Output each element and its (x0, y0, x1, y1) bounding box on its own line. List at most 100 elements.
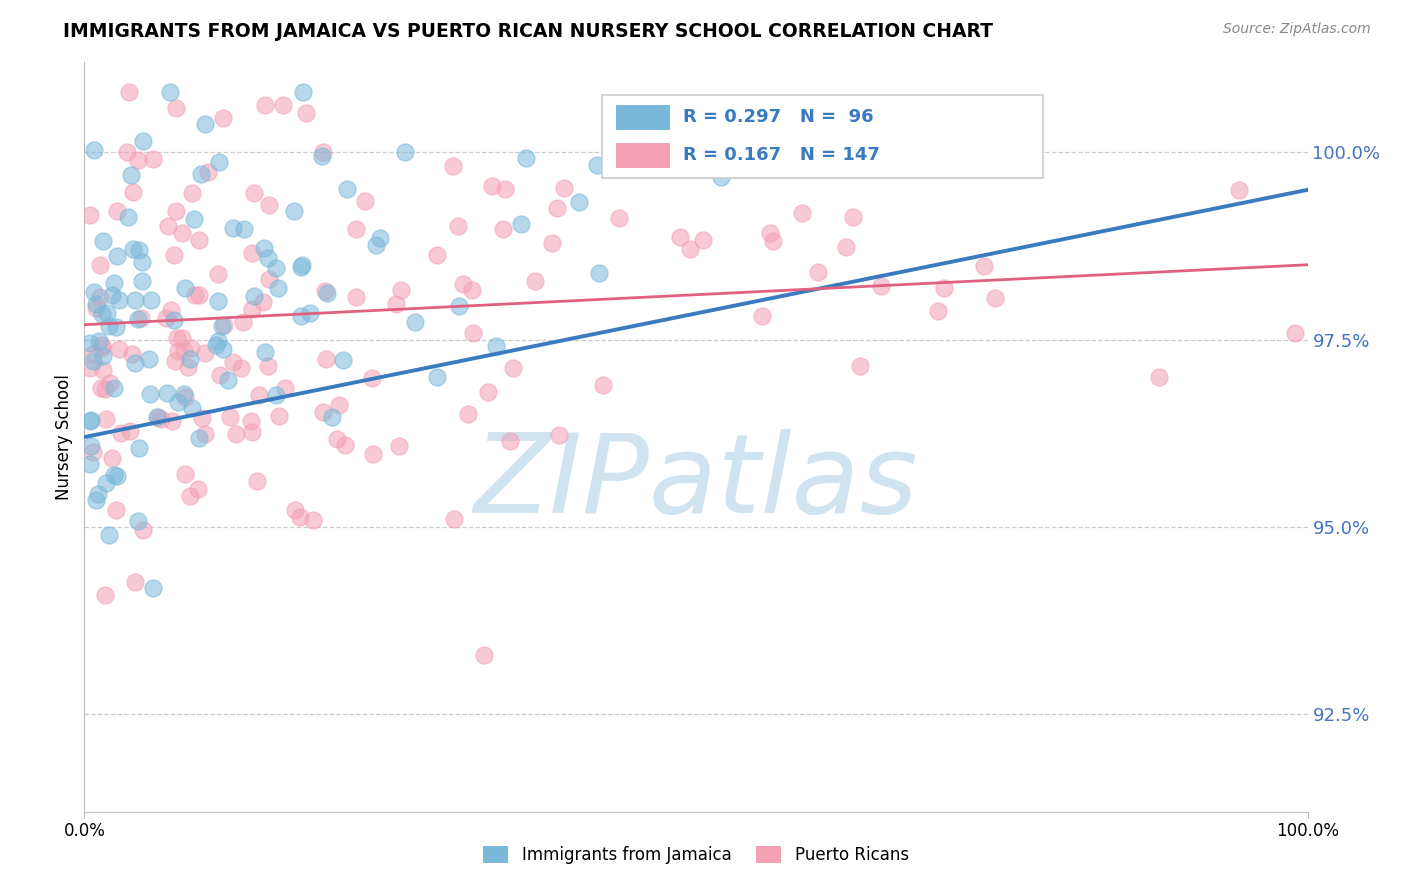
Point (553, 180, 575, 194)
Point (447, 219, 470, 233)
Point (316, 286, 339, 301)
Point (321, 409, 343, 424)
Point (142, 152, 165, 166)
Point (91, 341, 114, 355)
Point (253, 97, 276, 112)
Point (301, 513, 323, 527)
Point (242, 425, 264, 439)
Point (194, 427, 217, 442)
Point (121, 347, 143, 361)
Point (271, 97, 294, 112)
Point (79, 336, 101, 351)
Point (180, 341, 202, 355)
Point (146, 409, 169, 424)
Point (90, 381, 112, 395)
Point (108, 342, 131, 356)
Point (117, 210, 139, 224)
Point (758, 226, 780, 240)
Point (187, 288, 209, 302)
Point (170, 331, 193, 345)
Point (120, 169, 142, 183)
Point (167, 395, 190, 409)
Point (247, 388, 270, 402)
Point (127, 514, 149, 528)
Point (157, 219, 180, 233)
Point (159, 86, 181, 100)
Point (145, 409, 167, 424)
Point (294, 106, 316, 120)
Point (217, 373, 239, 387)
Point (124, 575, 146, 590)
Point (546, 202, 568, 216)
Point (541, 236, 564, 251)
Point (311, 405, 333, 419)
Point (344, 222, 367, 236)
Point (835, 240, 858, 254)
Point (499, 434, 522, 449)
Point (443, 512, 465, 526)
Point (240, 414, 263, 428)
Point (138, 387, 160, 401)
Point (983, 291, 1005, 305)
Point (284, 502, 307, 516)
Point (292, 86, 315, 100)
Point (404, 315, 426, 329)
Point (257, 272, 280, 286)
Point (792, 206, 814, 220)
Text: R = 0.167   N = 147: R = 0.167 N = 147 (683, 145, 880, 163)
Point (312, 145, 335, 159)
Point (105, 320, 128, 334)
Point (1147, 370, 1170, 384)
Point (457, 407, 479, 421)
Point (84, 301, 107, 315)
Point (124, 355, 146, 369)
Text: Source: ZipAtlas.com: Source: ZipAtlas.com (1223, 22, 1371, 37)
Point (187, 234, 209, 248)
Point (389, 283, 412, 297)
Point (240, 301, 263, 316)
Point (127, 312, 149, 326)
Point (447, 299, 470, 313)
Bar (616, 104, 669, 130)
Point (394, 145, 416, 159)
Point (79, 361, 101, 376)
Point (481, 179, 503, 194)
Point (149, 412, 172, 426)
Point (180, 186, 202, 200)
Point (253, 241, 276, 255)
Point (709, 169, 731, 184)
Point (927, 304, 949, 318)
Point (290, 310, 312, 324)
Point (79, 208, 101, 222)
Point (225, 427, 247, 442)
Point (315, 351, 337, 366)
Point (82, 346, 104, 360)
Point (494, 182, 516, 196)
Point (264, 260, 287, 275)
Point (131, 274, 153, 288)
Point (160, 302, 183, 317)
Point (194, 117, 217, 131)
Point (524, 274, 547, 288)
Text: ZIPatlas: ZIPatlas (474, 428, 918, 535)
Point (361, 447, 384, 461)
Point (299, 306, 322, 320)
Point (122, 185, 145, 199)
Point (82, 354, 104, 368)
Point (344, 290, 367, 304)
Point (132, 134, 155, 148)
Point (592, 378, 614, 392)
Point (870, 279, 893, 293)
Point (197, 164, 219, 178)
Point (690, 141, 713, 155)
Point (98, 319, 121, 334)
Point (807, 265, 830, 279)
Point (156, 385, 179, 400)
Point (101, 287, 124, 301)
Point (1227, 183, 1250, 197)
Point (141, 293, 163, 307)
Point (160, 415, 183, 429)
Point (165, 354, 187, 368)
Point (87, 486, 110, 500)
Point (105, 503, 128, 517)
